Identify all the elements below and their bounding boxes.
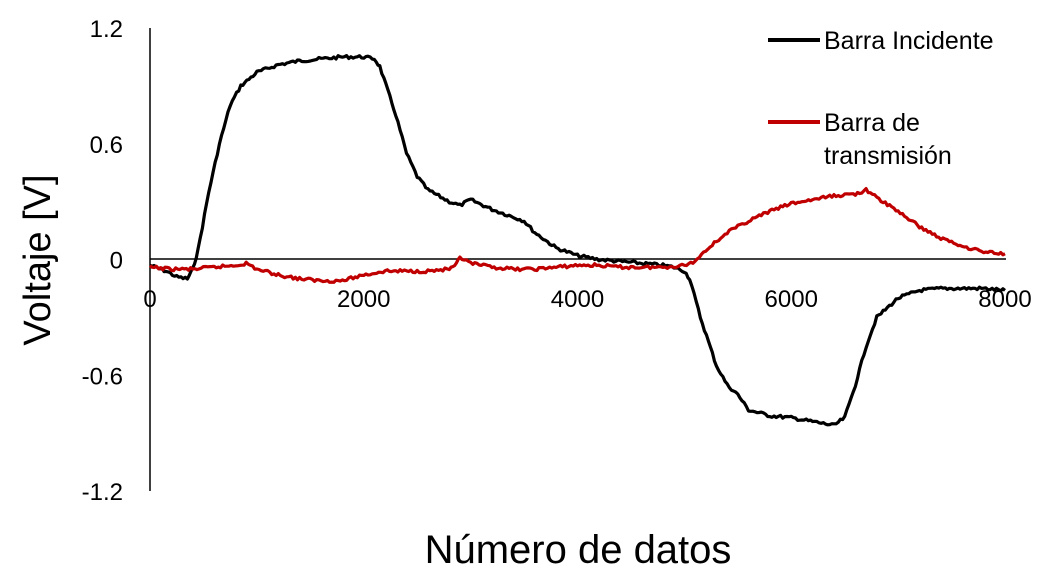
x-axis-title: Número de datos — [425, 528, 732, 572]
legend-label-incidente: Barra Incidente — [824, 27, 994, 55]
y-axis-title: Voltaje [V] — [17, 174, 59, 345]
legend-label-transmision-line2: transmisión — [824, 142, 952, 170]
legend-item-incidente: Barra Incidente — [768, 27, 994, 55]
series-line-incidente — [149, 54, 1006, 427]
y-tick-label: -0.6 — [82, 363, 123, 390]
x-tick-label: 6000 — [765, 286, 818, 313]
y-tick-label: -1.2 — [82, 479, 123, 506]
series-line-transmision — [149, 187, 1006, 284]
x-tick-label: 0 — [143, 286, 156, 313]
x-tick-label: 2000 — [337, 286, 390, 313]
y-tick-labels: -1.2 -0.6 0 0.6 1.2 — [82, 16, 123, 506]
series-lines — [149, 54, 1006, 427]
legend-item-transmision: Barra de transmisión — [768, 109, 952, 170]
legend-label-transmision-line1: Barra de — [824, 109, 920, 137]
y-tick-label: 1.2 — [90, 16, 123, 43]
y-tick-label: 0.6 — [90, 132, 123, 159]
legend: Barra Incidente Barra de transmisión — [768, 27, 994, 170]
legend-label-transmision: Barra de transmisión — [824, 109, 952, 170]
x-tick-label: 4000 — [551, 286, 604, 313]
y-tick-label: 0 — [110, 248, 123, 275]
